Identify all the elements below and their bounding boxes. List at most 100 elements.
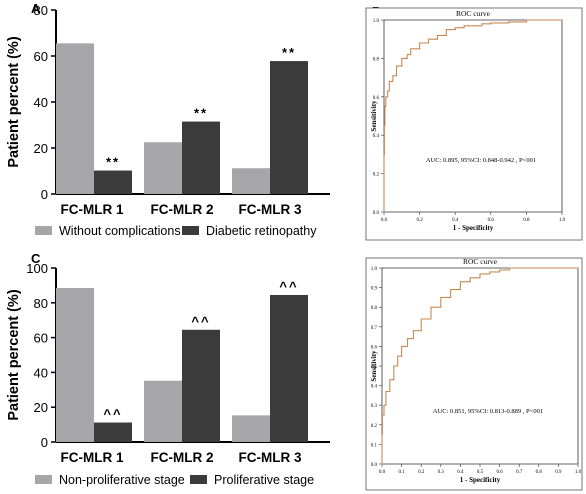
roc-y-tick-label: 0.6 [373, 96, 380, 101]
y-tick-label: 60 [34, 331, 48, 346]
bar-series-1 [232, 415, 270, 442]
roc-point [401, 355, 403, 357]
bar-chart-a: 0 20 40 60 80 Patient percent (%) ** FC-MLR 1 **… [6, 3, 330, 238]
legend-label: Proliferative stage [214, 473, 314, 487]
y-tick-label: 60 [34, 49, 48, 64]
significance-mark: ^^ [103, 407, 122, 422]
x-tick-label: FC-MLR 2 [151, 202, 214, 217]
roc-x-label: 1 - Specificity [460, 476, 501, 484]
roc-point [463, 27, 465, 29]
roc-point [518, 267, 520, 269]
roc-y-tick-label: 0.3 [371, 404, 378, 409]
significance-mark: ** [282, 45, 296, 60]
roc-y-tick-label: 0.8 [371, 306, 378, 311]
roc-x-tick-label: 0.6 [496, 470, 503, 475]
roc-x-tick-label: 1.0 [559, 218, 566, 223]
y-tick-label: 80 [34, 3, 48, 18]
roc-y-tick-label: 0.0 [371, 463, 378, 468]
roc-point [383, 153, 385, 155]
bar-series-2 [94, 170, 132, 194]
y-tick-label: 20 [34, 400, 48, 415]
roc-y-tick-label: 0.2 [371, 424, 378, 429]
roc-x-tick-label: 0.8 [523, 218, 530, 223]
legend-swatch [190, 475, 207, 484]
roc-y-tick-label: 0.6 [371, 345, 378, 350]
roc-point [393, 379, 395, 381]
roc-point [430, 318, 432, 320]
roc-point [427, 42, 430, 44]
roc-point [557, 267, 560, 269]
roc-y-tick-label: 0.7 [371, 326, 378, 331]
roc-point [383, 211, 385, 213]
roc-x-tick-label: 1.0 [575, 470, 582, 475]
roc-point [385, 105, 387, 107]
bar-series-2 [94, 422, 132, 442]
y-tick-label: 0 [41, 187, 48, 202]
roc-x-tick-label: 0.1 [398, 470, 405, 475]
roc-point [397, 365, 399, 367]
roc-point [445, 34, 447, 36]
roc-point [472, 25, 474, 27]
roc-point [395, 75, 398, 77]
bar-series-2 [182, 329, 220, 442]
bar-series-1 [144, 380, 182, 442]
roc-title: ROC curve [463, 257, 498, 266]
roc-frame [365, 257, 583, 491]
roc-point [490, 23, 492, 25]
roc-x-label: 1 - Specificity [453, 224, 494, 232]
roc-point [454, 29, 456, 31]
roc-x-tick-label: 0.7 [516, 470, 523, 475]
roc-point [450, 296, 452, 298]
roc-title: ROC curve [456, 9, 491, 18]
y-tick-label: 20 [34, 141, 48, 156]
bar-series-1 [56, 288, 94, 442]
bar-series-1 [232, 168, 270, 194]
roc-x-tick-label: 0.4 [452, 218, 459, 223]
roc-y-tick-label: 1.0 [371, 267, 378, 272]
roc-point [386, 96, 389, 98]
roc-point [436, 38, 438, 40]
bar-series-2 [270, 294, 308, 442]
roc-y-tick-label: 0.9 [371, 287, 378, 292]
roc-y-tick-label: 0.2 [373, 173, 380, 178]
roc-point [561, 19, 563, 21]
x-tick-label: FC-MLR 3 [239, 202, 302, 217]
roc-x-tick-label: 0.4 [457, 470, 464, 475]
roc-chart-d: 0.0 0.1 0.2 0.3 0.4 0.5 0.6 0.7 0.8 0.9 1.0 0.0 0.1 0… [365, 257, 583, 491]
roc-curve [381, 267, 578, 464]
bar-series-1 [56, 43, 94, 194]
y-tick-label: 40 [34, 95, 48, 110]
x-tick-label: FC-MLR 1 [61, 450, 124, 465]
bar-series-2 [270, 61, 308, 195]
roc-x-tick-label: 0.2 [418, 470, 425, 475]
roc-point [508, 22, 510, 24]
roc-point [440, 306, 442, 308]
legend-swatch [35, 475, 52, 484]
x-tick-label: FC-MLR 3 [239, 450, 302, 465]
roc-y-tick-label: 0.1 [371, 443, 378, 448]
roc-y-tick-label: 0.5 [371, 365, 378, 370]
auc-annotation: AUC: 0.851, 95%CI: 0.813-0.889 , P<001 [433, 408, 543, 415]
panel-label-a: A [31, 1, 41, 16]
roc-point [384, 125, 386, 127]
roc-point [459, 288, 461, 291]
roc-point [469, 281, 471, 283]
x-tick-label: FC-MLR 2 [151, 450, 214, 465]
significance-mark: ^^ [191, 314, 210, 329]
roc-point [412, 337, 414, 340]
roc-x-tick-label: 0.0 [379, 470, 386, 475]
roc-point [489, 273, 491, 275]
auc-annotation: AUC: 0.895, 95%CI: 0.848-0.942 , P<001 [426, 157, 536, 164]
roc-x-tick-label: 0.2 [416, 218, 423, 223]
roc-point [381, 434, 383, 436]
y-axis-label: Patient percent (%) [6, 36, 22, 167]
roc-point [406, 345, 409, 347]
roc-point [389, 390, 391, 393]
legend-swatch [182, 226, 199, 235]
bar-series-2 [182, 121, 220, 194]
roc-point [388, 90, 390, 92]
roc-point [406, 57, 408, 60]
bar-series-1 [144, 142, 182, 194]
roc-y-tick-label: 1.0 [373, 19, 380, 24]
roc-point [420, 330, 422, 332]
